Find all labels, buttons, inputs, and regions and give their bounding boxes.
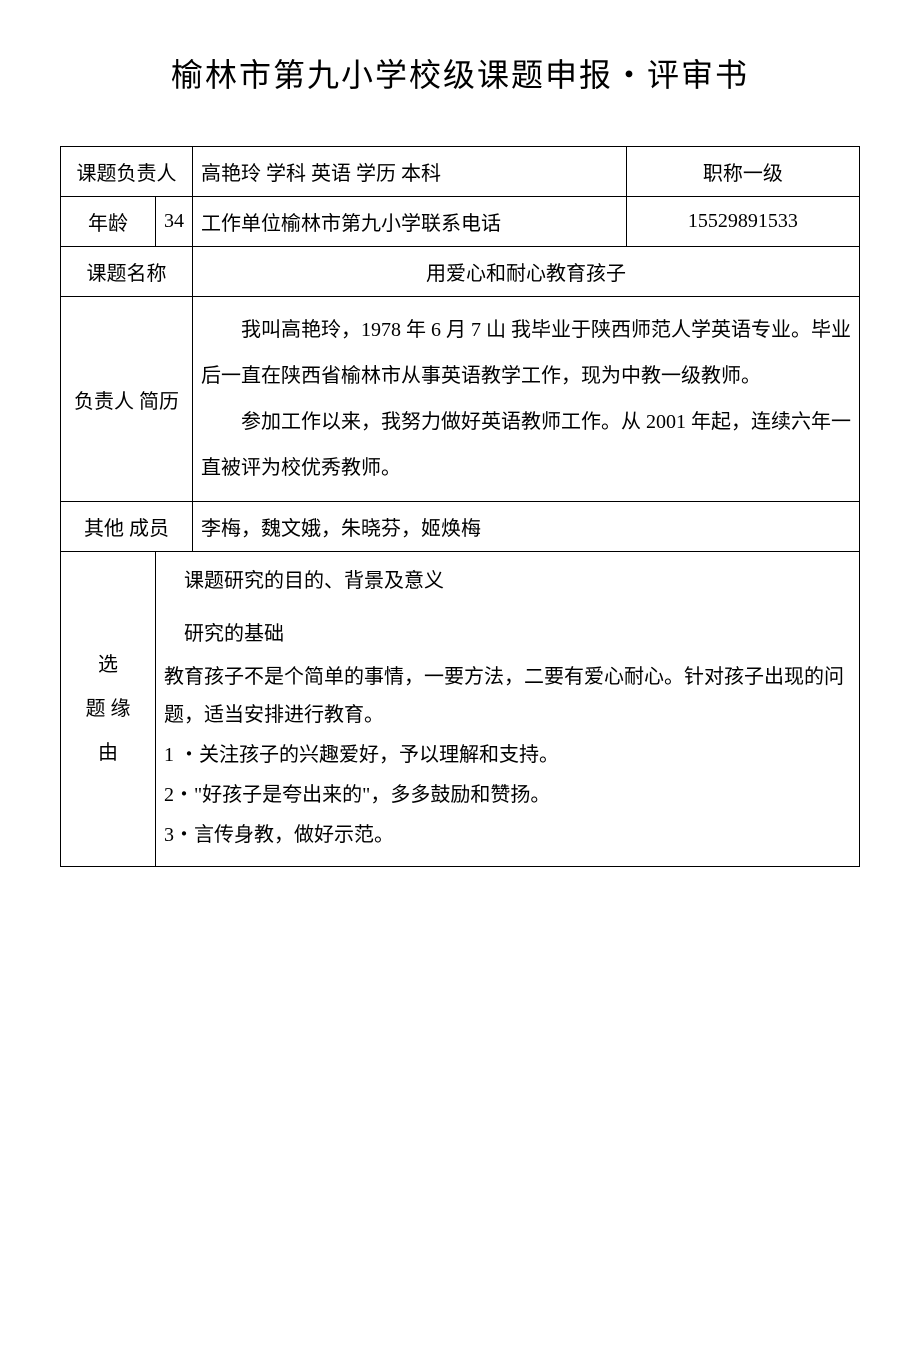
rationale-label-line: 由	[69, 731, 147, 775]
row-age-unit: 年龄 34 工作单位榆林市第九小学联系电话 15529891533	[61, 197, 860, 247]
rationale-heading2: 研究的基础	[164, 615, 851, 653]
rationale-body: 教育孩子不是个简单的事情，一要方法，二要有爱心耐心。针对孩子出现的问题，适当安排…	[164, 658, 851, 734]
application-form-table: 课题负责人 高艳玲 学科 英语 学历 本科 职称一级 年龄 34 工作单位榆林市…	[60, 146, 860, 867]
rationale-item: 2・"好孩子是夸出来的"，多多鼓励和赞扬。	[164, 776, 851, 814]
label-age: 年龄	[61, 197, 156, 247]
row-topic-name: 课题名称 用爱心和耐心教育孩子	[61, 247, 860, 297]
label-topic-name: 课题名称	[61, 247, 193, 297]
page-title: 榆林市第九小学校级课题申报・评审书	[60, 50, 860, 96]
value-age: 34	[156, 197, 193, 247]
rationale-label-line: 选	[69, 643, 147, 687]
rationale-label-line: 题 缘	[69, 687, 147, 731]
row-rationale: 选题 缘由 课题研究的目的、背景及意义 研究的基础 教育孩子不是个简单的事情，一…	[61, 552, 860, 867]
rationale-item: 3・言传身教，做好示范。	[164, 816, 851, 854]
row-members: 其他 成员 李梅，魏文娥，朱晓芬，姬焕梅	[61, 502, 860, 552]
rationale-list: 1 ・关注孩子的兴趣爱好，予以理解和支持。 2・"好孩子是夸出来的"，多多鼓励和…	[164, 736, 851, 854]
value-leader-combined: 高艳玲 学科 英语 学历 本科	[193, 147, 627, 197]
value-topic-name: 用爱心和耐心教育孩子	[193, 247, 860, 297]
rationale-heading1: 课题研究的目的、背景及意义	[164, 562, 851, 600]
label-rationale: 选题 缘由	[61, 552, 156, 867]
rationale-item: 1 ・关注孩子的兴趣爱好，予以理解和支持。	[164, 736, 851, 774]
value-rationale: 课题研究的目的、背景及意义 研究的基础 教育孩子不是个简单的事情，一要方法，二要…	[156, 552, 860, 867]
value-bio: 我叫高艳玲，1978 年 6 月 7 山 我毕业于陕西师范人学英语专业。毕业 后…	[193, 297, 860, 502]
value-phone: 15529891533	[626, 197, 859, 247]
label-professional-title: 职称一级	[626, 147, 859, 197]
label-members: 其他 成员	[61, 502, 193, 552]
label-bio: 负责人 简历	[61, 297, 193, 502]
value-workunit-combined: 工作单位榆林市第九小学联系电话	[193, 197, 627, 247]
value-members: 李梅，魏文娥，朱晓芬，姬焕梅	[193, 502, 860, 552]
row-bio: 负责人 简历 我叫高艳玲，1978 年 6 月 7 山 我毕业于陕西师范人学英语…	[61, 297, 860, 502]
bio-paragraph: 参加工作以来，我努力做好英语教师工作。从 2001 年起，连续六年一直被评为校优…	[201, 399, 851, 491]
bio-paragraph: 我叫高艳玲，1978 年 6 月 7 山 我毕业于陕西师范人学英语专业。毕业 后…	[201, 307, 851, 399]
label-project-leader: 课题负责人	[61, 147, 193, 197]
row-leader: 课题负责人 高艳玲 学科 英语 学历 本科 职称一级	[61, 147, 860, 197]
